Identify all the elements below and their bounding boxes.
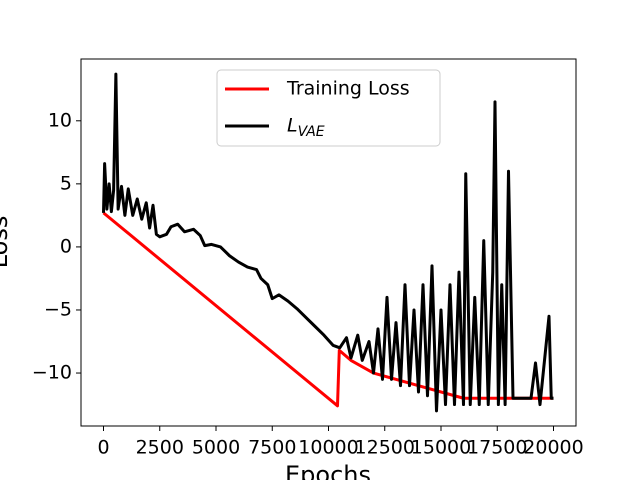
x-tick-label: 2500: [136, 437, 184, 459]
x-tick-label: 17500: [467, 437, 527, 459]
y-tick-label: −5: [44, 298, 72, 320]
x-tick-label: 15000: [411, 437, 471, 459]
y-tick-label: 5: [60, 172, 72, 194]
x-tick-label: 10000: [298, 437, 358, 459]
y-tick-label: −10: [32, 362, 72, 384]
x-tick-label: 5000: [192, 437, 240, 459]
y-tick-label: 0: [60, 235, 72, 257]
x-tick-label: 0: [97, 437, 109, 459]
line-series: [102, 72, 554, 413]
legend-label: Training Loss: [286, 78, 410, 100]
x-tick-label: 7500: [248, 437, 296, 459]
x-axis-label: Epochs: [285, 461, 371, 480]
plot-frame: [80, 58, 577, 427]
y-axis-label: Loss: [0, 216, 13, 269]
legend-subscript: VAE: [298, 124, 325, 140]
y-tick-label: 10: [48, 109, 72, 131]
x-tick-label: 20000: [523, 437, 583, 459]
x-tick-label: 12500: [355, 437, 415, 459]
legend-box: [216, 69, 441, 147]
